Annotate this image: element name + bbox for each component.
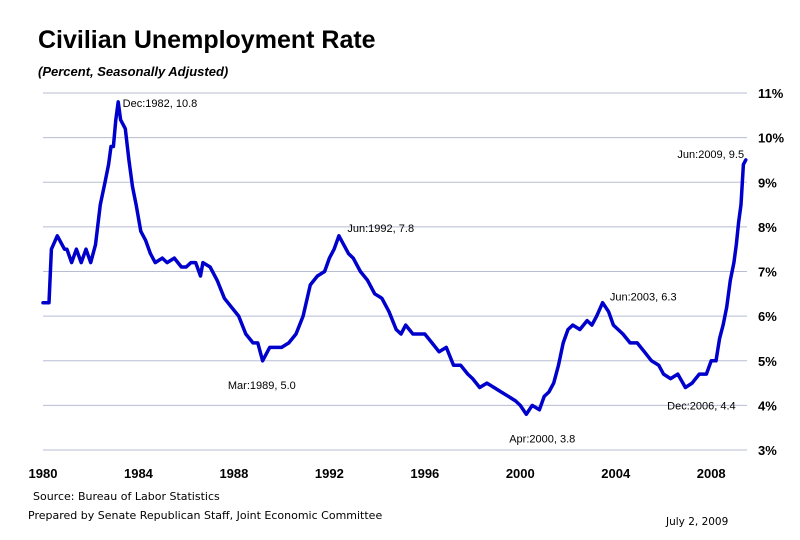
y-tick-label: 6%: [758, 309, 777, 324]
annotations: Dec:1982, 10.8 Mar:1989, 5.0 Jun:1992, 7.8…: [123, 98, 744, 445]
annotation-label: Jun:1992, 7.8: [347, 223, 414, 235]
x-axis-labels: 1980 1984 1988 1992 1996 2000 2004 2008: [29, 466, 726, 481]
x-tick-label: 1984: [124, 466, 154, 481]
annotation-label: Dec:1982, 10.8: [123, 98, 198, 110]
y-tick-label: 7%: [758, 265, 777, 280]
y-tick-label: 9%: [758, 175, 777, 190]
annotation-label: Dec:2006, 4.4: [667, 401, 736, 413]
series-line: [41, 100, 748, 417]
annotation-label: Jun:2003, 6.3: [610, 292, 677, 304]
y-tick-label: 3%: [758, 443, 777, 458]
prepared-by-note: Prepared by Senate Republican Staff, Joi…: [28, 509, 383, 522]
x-tick-label: 2004: [601, 466, 631, 481]
y-tick-label: 5%: [758, 354, 777, 369]
annotation-label: Apr:2000, 3.8: [509, 433, 575, 445]
x-tick-label: 2000: [506, 466, 535, 481]
y-tick-label: 10%: [758, 131, 784, 146]
y-tick-label: 4%: [758, 398, 777, 413]
gridlines: [43, 92, 747, 451]
y-tick-label: 11%: [758, 86, 784, 101]
annotation-label: Mar:1989, 5.0: [228, 380, 296, 392]
y-tick-label: 8%: [758, 220, 777, 235]
annotation-label: Jun:2009, 9.5: [677, 149, 744, 161]
y-axis-labels: 3% 4% 5% 6% 7% 8% 9% 10% 11%: [758, 86, 784, 458]
chart-subtitle: (Percent, Seasonally Adjusted): [38, 64, 229, 79]
x-tick-label: 1980: [29, 466, 58, 481]
x-tick-label: 1996: [410, 466, 439, 481]
series-line-group: [41, 100, 748, 417]
date-note: July 2, 2009: [666, 516, 729, 528]
x-tick-label: 1988: [219, 466, 248, 481]
chart-title: Civilian Unemployment Rate: [38, 26, 376, 54]
x-tick-label: 2008: [697, 466, 726, 481]
source-note: Source: Bureau of Labor Statistics: [33, 490, 220, 503]
x-tick-label: 1992: [315, 466, 344, 481]
